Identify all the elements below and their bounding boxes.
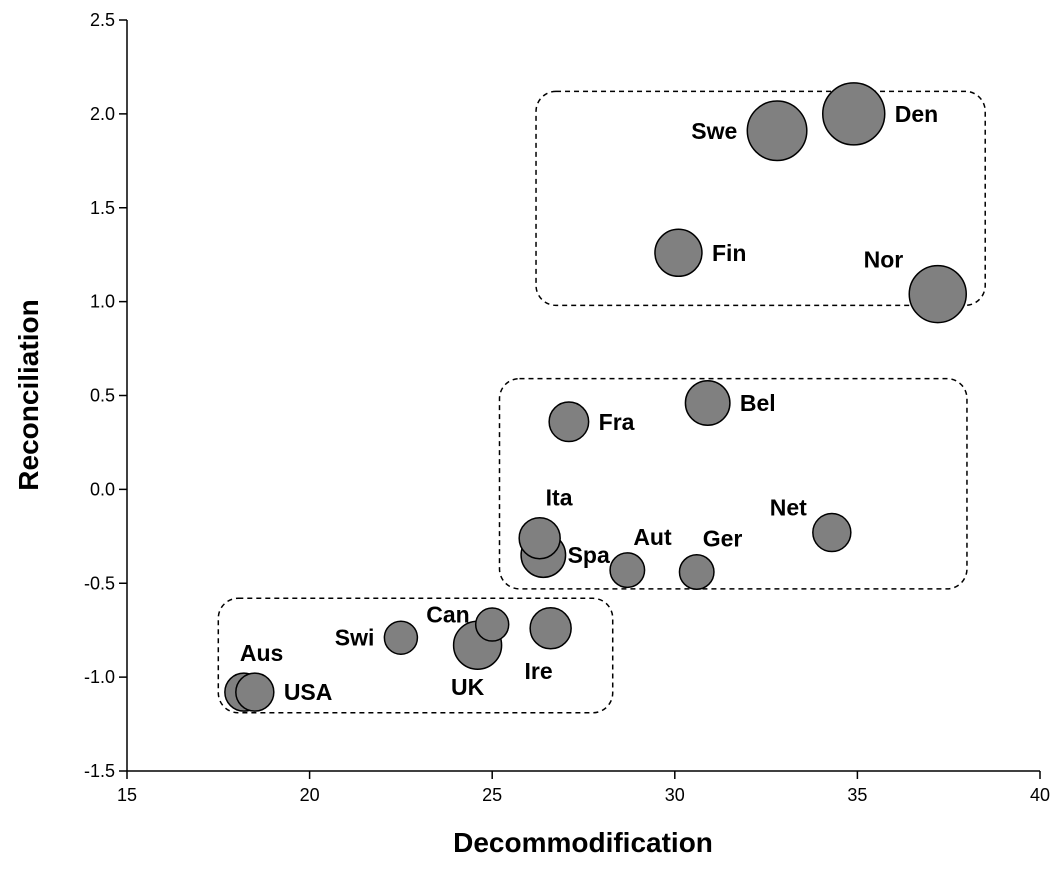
- y-tick-label: -1.5: [84, 761, 115, 781]
- group-box-1: [535, 90, 986, 307]
- x-ticks: 15 20 25 30 35 40: [117, 771, 1050, 805]
- y-tick-label: 1.5: [90, 198, 115, 218]
- y-tick-label: 1.0: [90, 292, 115, 312]
- bubble-fra: [548, 401, 590, 443]
- y-tick-label: -1.0: [84, 667, 115, 687]
- group-boxes: [217, 90, 986, 714]
- bubble-can: [474, 607, 510, 642]
- bubble-net: [812, 512, 852, 553]
- y-axis-title: Reconciliation: [13, 299, 44, 490]
- y-tick-label: -0.5: [84, 573, 115, 593]
- bubble-swe: [746, 100, 808, 162]
- y-tick-label: 0.5: [90, 386, 115, 406]
- x-tick-label: 20: [300, 785, 320, 805]
- label-usa: USA: [284, 679, 333, 705]
- bubble-ire: [529, 607, 572, 650]
- group-box-3: [217, 597, 614, 714]
- x-tick-label: 30: [665, 785, 685, 805]
- label-aus: Aus: [240, 640, 283, 666]
- x-tick-label: 35: [847, 785, 867, 805]
- bubble-bel: [684, 380, 731, 427]
- label-aut: Aut: [633, 524, 672, 550]
- label-spa: Spa: [568, 542, 610, 568]
- label-uk: UK: [451, 674, 485, 700]
- x-tick-label: 25: [482, 785, 502, 805]
- bubbles: [224, 82, 967, 712]
- label-nor: Nor: [864, 247, 904, 273]
- label-swi: Swi: [335, 625, 375, 651]
- bubble-fin: [654, 228, 703, 278]
- bubble-nor: [908, 264, 967, 324]
- x-tick-label: 40: [1030, 785, 1050, 805]
- y-tick-label: 0.0: [90, 479, 115, 499]
- bubble-ger: [678, 553, 715, 590]
- y-tick-label: 2.0: [90, 104, 115, 124]
- bubble-den: [821, 82, 886, 146]
- label-ita: Ita: [546, 485, 573, 511]
- bubble-ita: [518, 516, 561, 560]
- point-labels: Den Swe Fin Nor Bel Fra Ita Spa Aut Ger Net Can Swi I…: [240, 101, 938, 705]
- label-den: Den: [895, 101, 938, 127]
- label-fin: Fin: [712, 240, 747, 266]
- label-can: Can: [426, 602, 469, 628]
- label-ger: Ger: [703, 526, 743, 552]
- label-fra: Fra: [599, 409, 635, 435]
- bubble-swi: [383, 620, 419, 655]
- label-ire: Ire: [525, 658, 553, 684]
- label-bel: Bel: [740, 390, 776, 416]
- y-tick-label: 2.5: [90, 10, 115, 30]
- label-swe: Swe: [691, 118, 737, 144]
- x-tick-label: 15: [117, 785, 137, 805]
- bubble-usa: [235, 672, 275, 712]
- bubble-aut: [609, 552, 646, 589]
- label-net: Net: [770, 495, 807, 521]
- group-box-2: [498, 377, 968, 590]
- y-ticks: -1.5 -1.0 -0.5 0.0 0.5 1.0 1.5 2.0 2.5: [84, 10, 127, 781]
- x-axis-title: Decommodification: [453, 827, 713, 858]
